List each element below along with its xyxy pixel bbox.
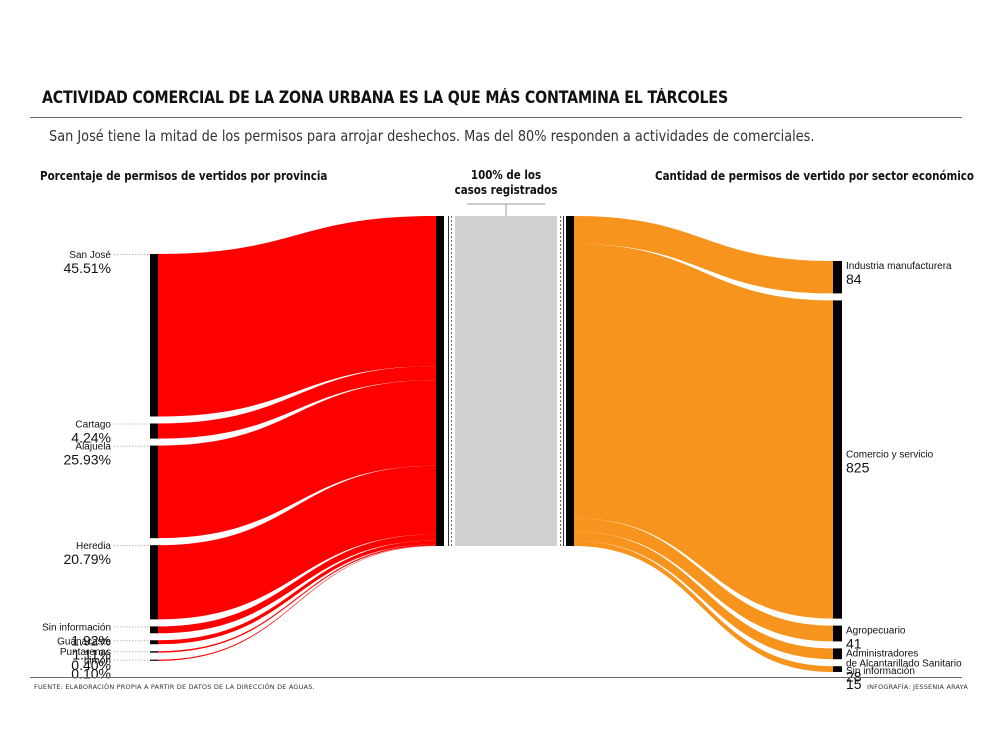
value-puntarenas: 0.40% — [71, 657, 111, 673]
value-limon: 0.10% — [71, 666, 111, 682]
flow-san-jose — [158, 216, 436, 417]
flow-puntarenas — [158, 544, 436, 653]
node-bars — [150, 216, 842, 672]
label-comercio-y-servicio: Comercio y servicio — [846, 450, 934, 461]
value-heredia: 20.79% — [64, 551, 111, 567]
bar-comercio-y-servicio — [833, 300, 842, 619]
value-alajuela: 25.93% — [64, 452, 111, 468]
label-heredia: Heredia — [76, 541, 111, 552]
bar-heredia — [150, 545, 158, 620]
bar-administradores-de-alcantarillado-sanitario — [833, 648, 842, 660]
flow-sin-informacion — [158, 534, 436, 634]
value-administradores-de-alcantarillado-sanitario: 28 — [846, 668, 862, 684]
bar-industria-manufacturera — [833, 261, 842, 294]
bar-sin-informacion — [150, 626, 158, 634]
bar-guanacaste — [150, 640, 158, 645]
bar-cartago — [150, 423, 158, 439]
left-column-heading: Porcentaje de permisos de vertidos por p… — [40, 169, 328, 183]
value-agropecuario: 41 — [846, 636, 862, 652]
bar-agropecuario — [833, 625, 842, 642]
title-divider — [30, 117, 962, 118]
flow-alajuela — [158, 380, 436, 539]
bar-sin-informacion — [833, 666, 842, 672]
bar-san-jose — [150, 254, 158, 417]
province-flows — [158, 216, 436, 661]
label-cartago: Cartago — [75, 419, 111, 430]
center-heading-line1: 100% de los — [470, 168, 542, 182]
bar-puntarenas — [150, 651, 158, 653]
label-puntarenas: Puntarenas — [60, 647, 111, 658]
flow-heredia — [158, 465, 436, 620]
label-sin-informacion: Sin información — [846, 666, 915, 677]
label-administradores-de-alcantarillado-sanitario-line1: Administradores — [846, 648, 918, 659]
flow-limon — [158, 545, 436, 661]
value-cartago: 4.24% — [71, 429, 111, 445]
flow-sin-informacion — [574, 541, 833, 672]
label-san-jose: San José — [69, 250, 111, 261]
flow-cartago — [158, 366, 436, 439]
page-subtitle: San José tiene la mitad de los permisos … — [49, 127, 815, 145]
page-title: ACTIVIDAD COMERCIAL DE LA ZONA URBANA ES… — [42, 88, 728, 107]
center-right-bar — [566, 216, 574, 546]
footer-credit: INFOGRAFÍA: JESSENIA ARAYA — [866, 683, 968, 691]
label-limon: Limón — [84, 656, 111, 667]
value-guanacaste: 1.11% — [72, 646, 111, 662]
value-sin-informacion: 1.92% — [71, 632, 111, 648]
footer-divider — [30, 677, 962, 678]
center-left-bar — [436, 216, 444, 546]
flow-guanacaste — [158, 540, 436, 645]
right-column-heading: Cantidad de permisos de vertido por sect… — [655, 169, 975, 183]
center-total-block — [455, 216, 557, 546]
label-agropecuario: Agropecuario — [846, 626, 906, 637]
bar-limon — [150, 659, 158, 661]
label-administradores-de-alcantarillado-sanitario-line2: de Alcantarillado Sanitario — [846, 658, 962, 669]
sector-flows — [574, 216, 833, 672]
label-alajuela: Alajuela — [75, 442, 111, 453]
value-industria-manufacturera: 84 — [846, 271, 862, 287]
flow-comercio-y-servicio — [574, 243, 833, 619]
flow-industria-manufacturera — [574, 216, 833, 294]
footer-source: FUENTE: ELABORACIÓN PROPIA A PARTIR DE D… — [34, 683, 315, 691]
value-comercio-y-servicio: 825 — [846, 460, 870, 476]
flow-agropecuario — [574, 518, 833, 642]
center-heading-line2: casos registrados — [454, 183, 558, 197]
label-guanacaste: Guanacaste — [57, 636, 111, 647]
flow-administradores-de-alcantarillado-sanitario — [574, 531, 833, 660]
label-sin-informacion: Sin información — [42, 622, 111, 633]
value-san-jose: 45.51% — [64, 260, 111, 276]
value-sin-informacion: 15 — [846, 676, 862, 692]
bar-alajuela — [150, 445, 158, 539]
label-industria-manufacturera: Industria manufacturera — [846, 261, 952, 272]
